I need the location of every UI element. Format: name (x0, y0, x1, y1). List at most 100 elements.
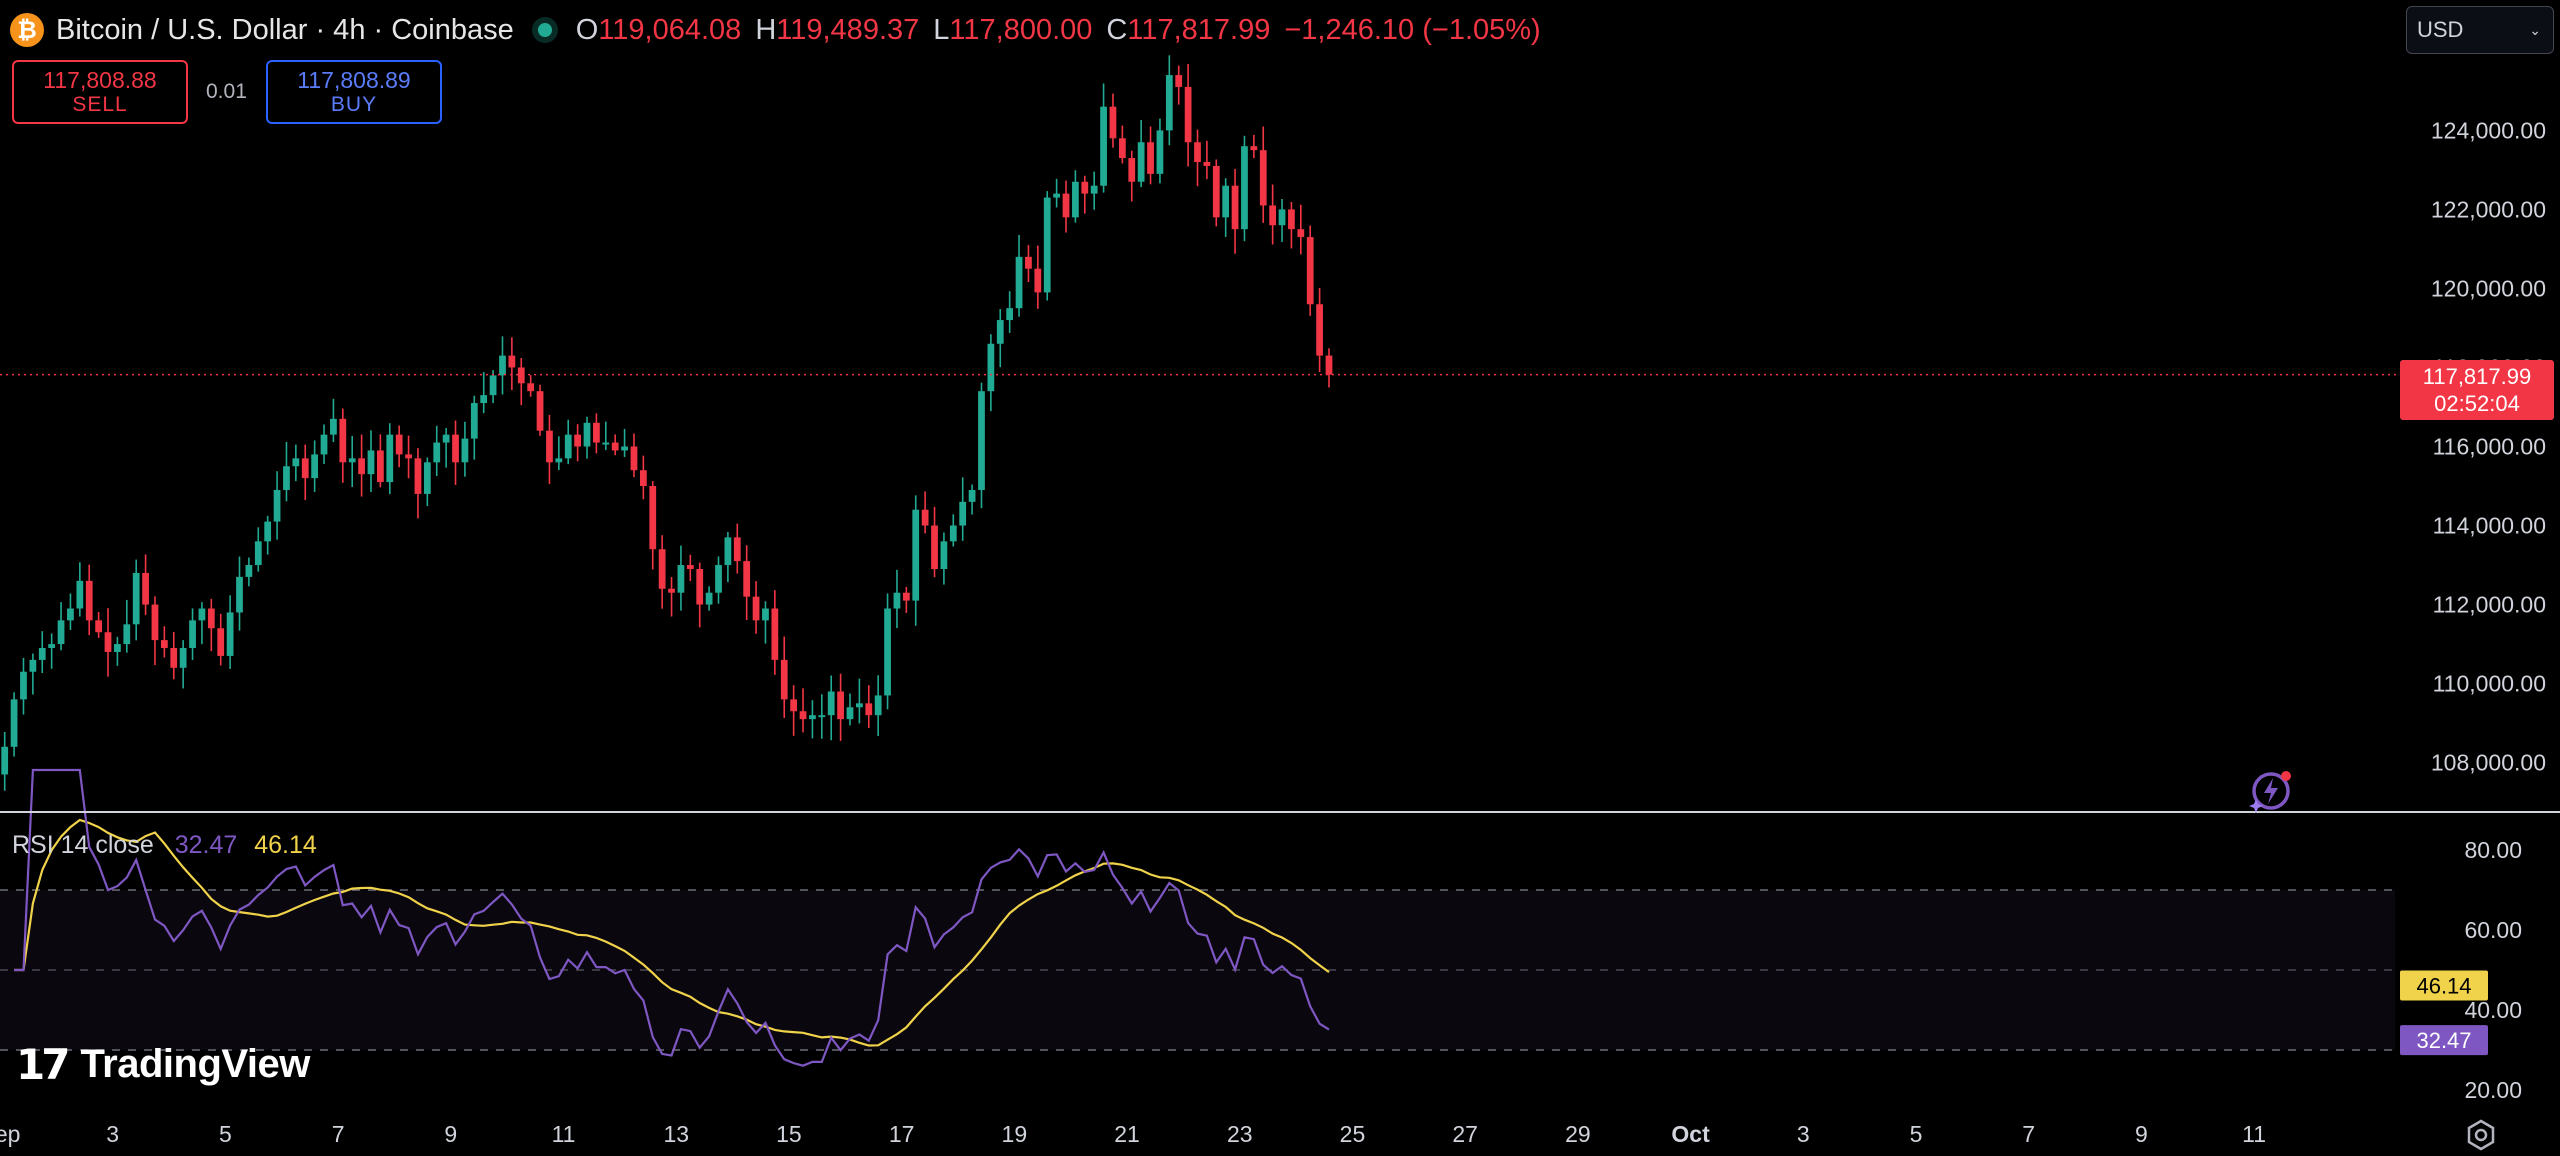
time-axis-label: 3 (106, 1121, 119, 1147)
candle-body (358, 458, 365, 475)
candle-body (668, 588, 675, 593)
rsi-ma-tag-text: 46.14 (2416, 973, 2471, 998)
candle-body (527, 383, 535, 392)
candle-body (330, 418, 337, 435)
candle (339, 408, 347, 483)
time-axis-label: 5 (1910, 1121, 1923, 1147)
lightning-icon[interactable] (2246, 766, 2294, 814)
candle (367, 430, 375, 493)
price-axis-label: 124,000.00 (2431, 117, 2546, 143)
price-axis-label: 120,000.00 (2431, 275, 2546, 301)
candle (593, 413, 600, 454)
candle-body (752, 596, 760, 621)
buy-button[interactable]: 117,808.89 BUY (266, 60, 442, 124)
candle (207, 598, 215, 652)
candle (686, 554, 694, 582)
candle (658, 535, 666, 609)
candle-body (1006, 308, 1014, 321)
buy-price: 117,808.89 (297, 67, 411, 93)
candle (1128, 150, 1136, 202)
candle-body (724, 537, 732, 566)
candle-body (414, 458, 422, 494)
symbol-title[interactable]: Bitcoin / U.S. Dollar · 4h · Coinbase (56, 13, 514, 46)
candle-body (893, 592, 901, 609)
candle (198, 602, 206, 645)
candle-body (461, 438, 469, 463)
candle-body (602, 442, 610, 445)
tradingview-mark-icon: 17 (16, 1039, 70, 1089)
candle (311, 440, 319, 492)
chevron-down-icon: ⌄ (2529, 21, 2541, 38)
candle (1109, 93, 1117, 148)
currency-value: USD (2417, 17, 2464, 42)
candle (893, 569, 901, 629)
candle (1231, 168, 1239, 254)
candle-body (856, 703, 863, 708)
candle-body (1043, 197, 1051, 293)
rsi-axis-label: 40.00 (2464, 997, 2522, 1023)
candle-body (442, 434, 450, 443)
market-status-icon[interactable] (537, 23, 552, 37)
sell-label: SELL (72, 93, 128, 116)
rsi-legend[interactable]: RSI 14 close 32.47 46.14 (12, 831, 317, 860)
candle (264, 515, 272, 555)
candle (132, 559, 140, 641)
candle (95, 611, 102, 638)
currency-select[interactable]: USD ⌄ (2406, 6, 2554, 54)
rsi-line (14, 768, 1330, 1067)
candle (921, 491, 929, 534)
candle-body (987, 343, 995, 392)
open-value: 119,064.08 (598, 13, 742, 46)
candle (705, 586, 713, 611)
candle-body (555, 458, 563, 463)
candle-body (452, 434, 459, 463)
candle-body (818, 715, 826, 718)
candle-body (320, 434, 328, 455)
candle (1015, 235, 1023, 317)
candle (752, 581, 760, 634)
candle-body (57, 620, 65, 645)
gear-icon[interactable] (2464, 1118, 2498, 1152)
candle (780, 636, 788, 719)
candle (499, 336, 506, 395)
candle-body (884, 608, 891, 696)
candle (724, 532, 732, 583)
candle (254, 527, 262, 572)
candle (1269, 184, 1277, 245)
candle (912, 495, 920, 626)
candle (1316, 288, 1323, 373)
candle (743, 545, 751, 621)
bitcoin-logo-icon: ₿ (10, 13, 44, 47)
time-axis-label: 11 (552, 1121, 576, 1147)
candle (1025, 245, 1032, 283)
candle (715, 556, 722, 604)
candle-body (677, 565, 685, 593)
candle-body (189, 620, 196, 649)
price-axis-label: 112,000.00 (2433, 592, 2546, 618)
candle (1288, 201, 1295, 249)
candle (1072, 170, 1079, 223)
candle-body (593, 422, 600, 443)
time-axis-label: 17 (889, 1121, 915, 1147)
time-axis-label: 29 (1565, 1121, 1591, 1147)
candle (301, 444, 309, 501)
candle (527, 375, 535, 397)
candle (1241, 135, 1248, 242)
candle (151, 596, 159, 666)
candle-body (48, 644, 56, 649)
time-axis-label: Sep (0, 1121, 20, 1147)
time-axis-label: 3 (1797, 1121, 1810, 1147)
candle (1184, 63, 1192, 167)
candle-body (846, 707, 854, 720)
candle-body (179, 648, 187, 668)
tradingview-logo[interactable]: 17 TradingView (16, 1039, 310, 1089)
candle-body (1072, 181, 1079, 218)
candle-body (715, 565, 722, 593)
order-quantity[interactable]: 0.01 (206, 80, 247, 103)
sell-button[interactable]: 117,808.88 SELL (12, 60, 188, 124)
open-label: O (575, 13, 599, 46)
candle (1053, 178, 1060, 208)
candle (358, 434, 365, 497)
candle-body (940, 541, 948, 569)
